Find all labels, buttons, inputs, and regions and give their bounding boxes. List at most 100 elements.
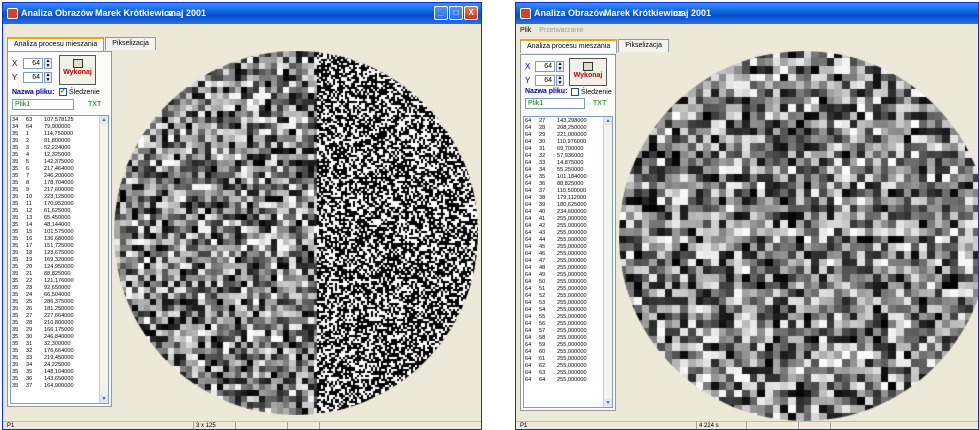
list-item[interactable]: 35 5 142,375000: [12, 159, 98, 166]
list-item[interactable]: 35 11 170,952000: [12, 201, 98, 208]
list-item[interactable]: 35 33 219,450000: [12, 355, 98, 362]
y-spinner[interactable]: ▲ ▼: [556, 75, 564, 86]
list-item[interactable]: 64 50 255,000000: [525, 279, 602, 286]
list-item[interactable]: 64 51 255,000000: [525, 286, 602, 293]
list-item[interactable]: 64 62 255,000000: [525, 363, 602, 370]
y-input[interactable]: 64: [23, 72, 43, 83]
list-item[interactable]: 35 24 66,504000: [12, 292, 98, 299]
list-item[interactable]: 35 32 176,664000: [12, 348, 98, 355]
list-item[interactable]: 64 53 255,000000: [525, 300, 602, 307]
results-list[interactable]: 64 27 143,298000 64 28 208,250000 64 29 221,0000…: [523, 116, 613, 408]
list-item[interactable]: 35 1 114,750000: [12, 131, 98, 138]
list-item[interactable]: 35 29 166,175000: [12, 327, 98, 334]
list-item[interactable]: 35 9 217,600000: [12, 187, 98, 194]
list-item[interactable]: 35 16 136,680000: [12, 236, 98, 243]
list-item[interactable]: 64 34 55,250000: [525, 167, 602, 174]
list-item[interactable]: 64 37 110,500000: [525, 188, 602, 195]
list-item[interactable]: 64 30 110,976000: [525, 139, 602, 146]
list-item[interactable]: 35 37 164,900000: [12, 383, 98, 390]
list-item[interactable]: 35 21 88,825000: [12, 271, 98, 278]
list-scrollbar[interactable]: ▲ ▼: [603, 117, 612, 407]
tab-mixing-analysis[interactable]: Analiza procesu mieszania: [520, 39, 618, 53]
list-item[interactable]: 35 18 123,675000: [12, 250, 98, 257]
list-item[interactable]: 35 10 223,125000: [12, 194, 98, 201]
y-spinner[interactable]: ▲ ▼: [44, 72, 52, 83]
scroll-down-icon[interactable]: ▼: [100, 395, 108, 403]
x-input[interactable]: 64: [23, 58, 43, 69]
list-item[interactable]: 35 6 217,464000: [12, 166, 98, 173]
menu-file[interactable]: Plik: [520, 26, 532, 34]
list-item[interactable]: 35 17 151,725000: [12, 243, 98, 250]
list-item[interactable]: 35 30 246,840000: [12, 334, 98, 341]
list-item[interactable]: 64 42 255,000000: [525, 223, 602, 230]
list-scrollbar[interactable]: ▲ ▼: [99, 116, 108, 403]
list-item[interactable]: 64 56 255,000000: [525, 321, 602, 328]
list-item[interactable]: 64 45 255,000000: [525, 244, 602, 251]
list-item[interactable]: 35 25 286,375000: [12, 299, 98, 306]
list-item[interactable]: 34 63 107,578125: [12, 117, 98, 124]
list-item[interactable]: 64 31 69,700000: [525, 146, 602, 153]
tab-pixelization[interactable]: Pikselizacja: [618, 39, 669, 52]
x-spinner[interactable]: ▲ ▼: [556, 61, 564, 72]
list-item[interactable]: 35 36 143,650000: [12, 376, 98, 383]
scroll-down-icon[interactable]: ▼: [604, 399, 612, 407]
list-item[interactable]: 64 33 14,875000: [525, 160, 602, 167]
list-item[interactable]: 64 32 57,936000: [525, 153, 602, 160]
list-item[interactable]: 35 7 246,200000: [12, 173, 98, 180]
list-item[interactable]: 35 3 52,224000: [12, 145, 98, 152]
tracking-checkbox[interactable]: Śledzenie: [571, 88, 612, 96]
y-input[interactable]: 64: [535, 75, 555, 86]
file-name-input[interactable]: Plik1: [525, 98, 585, 109]
list-item[interactable]: 64 44 255,000000: [525, 237, 602, 244]
list-item[interactable]: 64 52 255,000000: [525, 293, 602, 300]
list-item[interactable]: 64 55 255,000000: [525, 314, 602, 321]
list-item[interactable]: 64 58 255,000000: [525, 335, 602, 342]
list-item[interactable]: 35 4 12,325000: [12, 152, 98, 159]
list-item[interactable]: 64 46 255,000000: [525, 251, 602, 258]
minimize-icon[interactable]: _: [434, 6, 448, 20]
list-item[interactable]: 64 57 255,000000: [525, 328, 602, 335]
list-item[interactable]: 64 27 143,298000: [525, 118, 602, 125]
list-item[interactable]: 64 40 234,600000: [525, 209, 602, 216]
list-item[interactable]: 64 64 255,000000: [525, 377, 602, 384]
list-item[interactable]: 64 47 255,000000: [525, 258, 602, 265]
list-item[interactable]: 34 64 79,900000: [12, 124, 98, 131]
list-item[interactable]: 64 60 255,000000: [525, 349, 602, 356]
x-spinner[interactable]: ▲ ▼: [44, 58, 52, 69]
list-item[interactable]: 35 8 178,704000: [12, 180, 98, 187]
results-list[interactable]: 34 63 107,578125 34 64 79,900000 35 1 114,750000…: [10, 115, 109, 404]
list-item[interactable]: 35 2 91,800000: [12, 138, 98, 145]
close-icon[interactable]: X: [464, 6, 478, 20]
title-bar[interactable]: Analiza Obrazów Marek Krótkiewicz maj 20…: [516, 3, 978, 24]
list-item[interactable]: 64 61 255,000000: [525, 356, 602, 363]
list-item[interactable]: 64 63 255,000000: [525, 370, 602, 377]
tab-mixing-analysis[interactable]: Analiza procesu mieszania: [7, 37, 105, 51]
list-item[interactable]: 64 59 255,000000: [525, 342, 602, 349]
list-item[interactable]: 64 36 88,825000: [525, 181, 602, 188]
list-item[interactable]: 35 27 227,664000: [12, 313, 98, 320]
list-item[interactable]: 35 31 32,300000: [12, 341, 98, 348]
list-item[interactable]: 64 28 208,250000: [525, 125, 602, 132]
list-item[interactable]: 35 12 61,625000: [12, 208, 98, 215]
list-item[interactable]: 64 41 255,000000: [525, 216, 602, 223]
scroll-up-icon[interactable]: ▲: [604, 117, 612, 125]
list-item[interactable]: 35 13 65,450000: [12, 215, 98, 222]
list-item[interactable]: 64 39 180,625000: [525, 202, 602, 209]
list-item[interactable]: 64 49 255,000000: [525, 272, 602, 279]
list-item[interactable]: 64 43 255,000000: [525, 230, 602, 237]
list-item[interactable]: 64 54 255,000000: [525, 307, 602, 314]
list-item[interactable]: 35 20 124,950000: [12, 264, 98, 271]
title-bar[interactable]: Analiza Obrazów Marek Krótkiewicz maj 20…: [3, 3, 481, 24]
list-item[interactable]: 35 15 101,575000: [12, 229, 98, 236]
execute-button[interactable]: Wykonaj: [569, 58, 607, 86]
list-item[interactable]: 64 48 255,000000: [525, 265, 602, 272]
list-item[interactable]: 64 35 101,184000: [525, 174, 602, 181]
tab-pixelization[interactable]: Pikselizacja: [105, 37, 156, 50]
file-name-input[interactable]: Plik1: [12, 99, 74, 110]
tracking-checkbox[interactable]: ✓ Śledzenie: [59, 88, 100, 96]
list-item[interactable]: 64 38 179,112000: [525, 195, 602, 202]
execute-button[interactable]: Wykonaj: [59, 55, 96, 85]
list-item[interactable]: 35 23 92,650000: [12, 285, 98, 292]
list-item[interactable]: 35 34 24,225000: [12, 362, 98, 369]
list-item[interactable]: 64 29 221,000000: [525, 132, 602, 139]
